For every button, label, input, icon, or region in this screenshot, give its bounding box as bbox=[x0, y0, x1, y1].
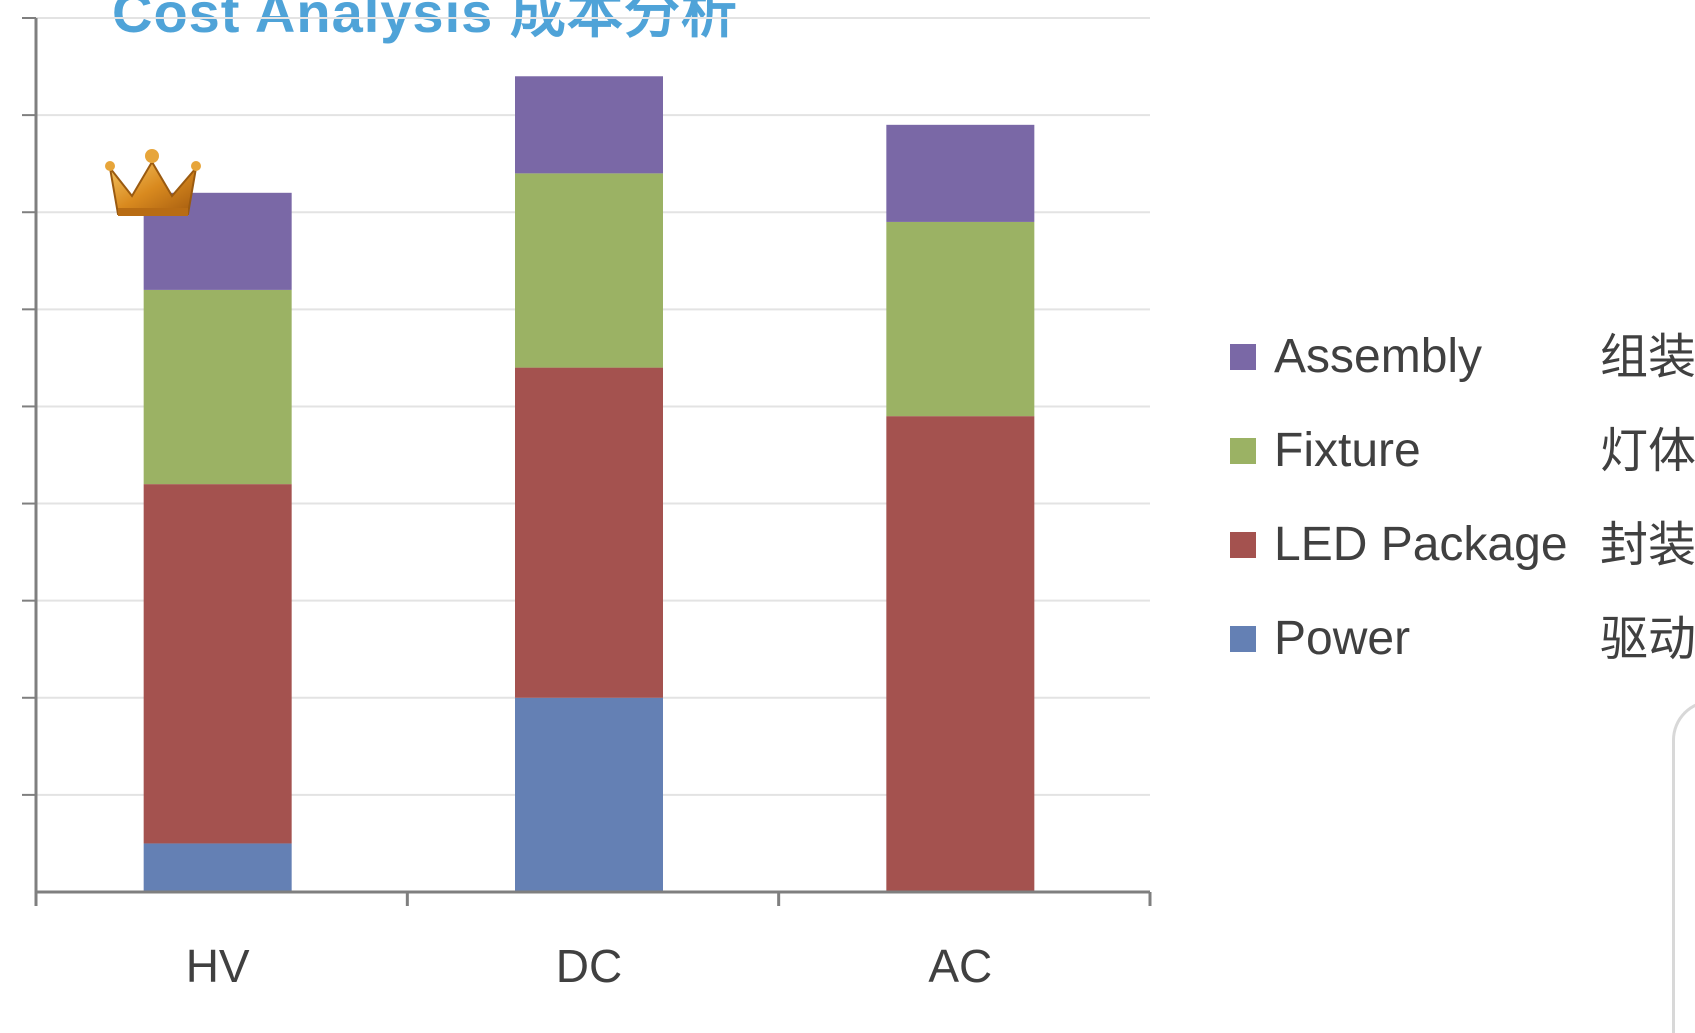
axes bbox=[22, 17, 1152, 906]
legend-swatch-power bbox=[1230, 626, 1256, 652]
bar-hv-led-package bbox=[143, 484, 292, 844]
legend-label-power: Power bbox=[1274, 612, 1411, 665]
bar-ac-fixture bbox=[886, 221, 1035, 417]
x-tick-label-dc: DC bbox=[556, 940, 622, 992]
chart-title: Cost Analysis 成本分析 bbox=[112, 0, 738, 44]
bar-dc-fixture bbox=[515, 173, 663, 368]
legend-cn-power: 驱动 bbox=[1600, 611, 1695, 667]
bar-ac-assembly bbox=[886, 124, 1035, 222]
bar-dc-led-package bbox=[515, 367, 663, 698]
legend-swatch-led-package bbox=[1230, 532, 1256, 558]
decorative-curve bbox=[1672, 700, 1695, 1033]
legend-label-assembly: Assembly bbox=[1274, 330, 1483, 383]
bars bbox=[143, 76, 1035, 892]
bar-dc-assembly bbox=[515, 76, 663, 174]
x-tick-label-hv: HV bbox=[186, 940, 250, 992]
legend-cn-led-package: 封装 bbox=[1600, 517, 1695, 573]
bar-ac-led-package bbox=[886, 416, 1035, 892]
legend-swatch-fixture bbox=[1230, 438, 1256, 464]
legend-label-led-package: LED Package bbox=[1274, 518, 1568, 571]
crown-icon bbox=[105, 149, 201, 216]
bar-dc-power bbox=[515, 697, 663, 892]
legend-cn-fixture: 灯体 bbox=[1600, 423, 1695, 479]
legend-swatch-assembly bbox=[1230, 344, 1256, 370]
x-tick-labels: HV DC AC bbox=[186, 940, 993, 992]
legend-cn-assembly: 组装 bbox=[1600, 329, 1695, 385]
x-tick-label-ac: AC bbox=[928, 940, 992, 992]
legend-label-fixture: Fixture bbox=[1274, 424, 1421, 477]
stacked-bar-chart: HV DC AC bbox=[22, 17, 1152, 992]
bar-hv-power bbox=[143, 843, 292, 892]
bar-hv-fixture bbox=[143, 289, 292, 485]
